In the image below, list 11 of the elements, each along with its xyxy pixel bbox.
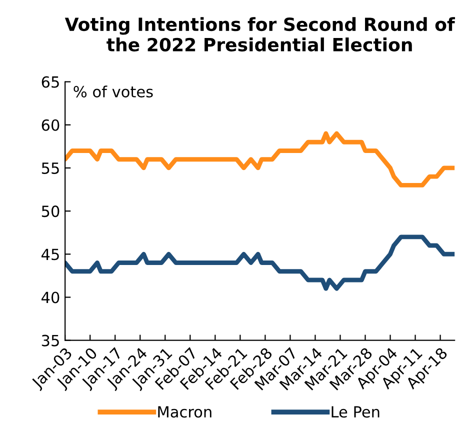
chart-title: Voting Intentions for Second Round of the 2022 Presidential Election [64,17,456,52]
y-tick-label: 40 [42,292,60,304]
y-axis-title: % of votes [74,86,153,98]
legend-label: Le Pen [332,406,380,418]
y-tick-label: 50 [42,206,60,218]
y-tick-label: 55 [42,162,59,174]
y-tick-label: 65 [42,76,59,88]
y-tick-label: 35 [42,334,59,346]
legend-label: Macron [158,406,212,418]
y-tick-label: 45 [42,248,59,260]
y-tick-label: 60 [42,119,60,131]
